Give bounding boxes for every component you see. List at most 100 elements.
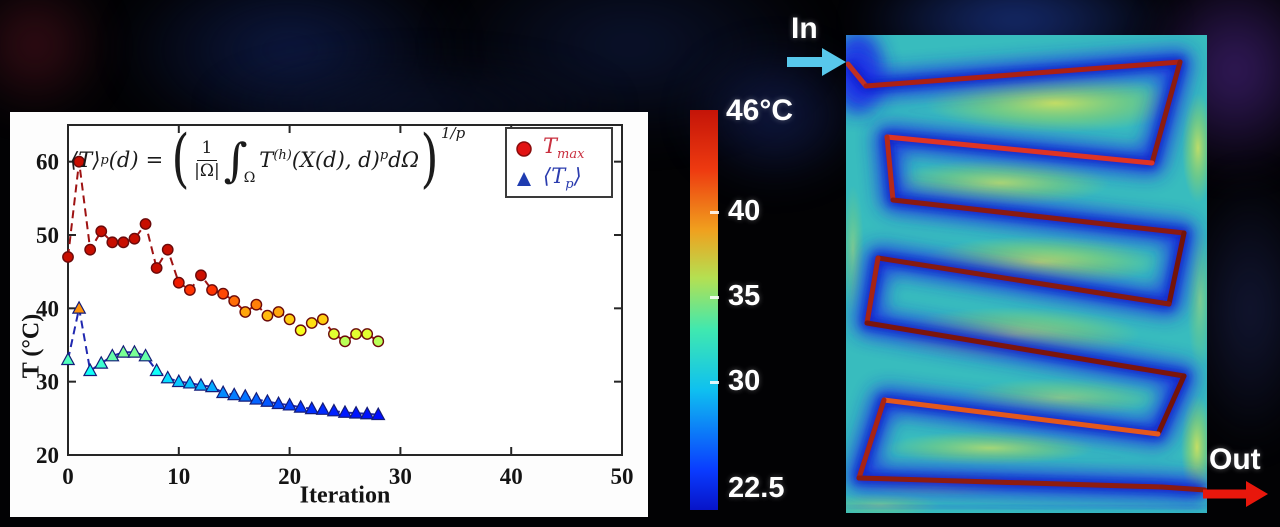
data-point [171,373,187,388]
y-axis-label: T (°C) [18,313,45,379]
cooling-channel-segment [881,397,1161,437]
cooling-channel-segment [884,134,896,203]
data-point [106,236,119,249]
cooling-channel-segment [856,475,1165,490]
x-tick-label: 0 [62,464,74,489]
data-point [293,399,308,413]
warm-region [1181,395,1207,499]
data-point [294,324,307,337]
plot-legend: Tmax ⟨Tp⟩ [505,127,613,199]
warm-region [1182,93,1207,203]
y-tick-label: 20 [36,443,59,468]
data-point [172,276,185,289]
data-point [71,300,87,314]
data-point [193,377,209,391]
warm-region [1187,230,1207,370]
legend-item-tp: ⟨Tp⟩ [516,166,602,191]
cooling-channel-segment [856,397,887,481]
background-wisp [0,0,110,120]
formula-integrand: T(h)(X(d), d)pdΩ [259,148,419,172]
data-point [304,401,319,415]
objective-formula: ⟨T⟩ p (d) = ( 1 |Ω| ∫ Ω T(h)(X(d), d)pdΩ ) 1… [70,122,466,197]
convergence-plot-panel: 0 10 20 30 40 50 20 30 40 50 60 ⟨T⟩ p (d) = ( 1 |Ω| ∫… [10,112,648,517]
outlet-label: Out [1209,443,1261,476]
data-point [371,406,386,421]
data-point [361,328,374,340]
cooling-channel-segment [884,134,1155,166]
data-point [149,362,164,377]
data-point [215,384,231,399]
formula-fraction: 1 |Ω| [194,138,220,181]
data-point [217,287,230,300]
colorbar-tick-mark [710,295,719,299]
data-point [105,348,120,362]
formula-lhs: ⟨T⟩ [70,148,101,172]
inlet-label: In [791,12,818,45]
data-point [228,295,241,307]
cooling-channel-segment [864,320,1187,379]
cooling-channel-segment [890,197,1187,236]
warm-region [885,431,1095,465]
data-point [250,298,263,311]
legend-triangle-marker-icon [517,171,531,186]
data-point [182,375,198,389]
data-point [326,403,342,417]
colorbar-tick-label: 22.5 [728,472,785,504]
data-point [160,370,175,384]
x-tick-label: 10 [167,464,190,489]
data-point [128,232,141,245]
cooling-channel-segment [1159,484,1207,493]
data-point [271,395,286,410]
data-point [305,317,318,329]
data-point [60,351,76,366]
y-tick-label: 50 [36,223,59,248]
temperature-colorbar: 46°C 40 35 30 22.5 [690,94,830,510]
colorbar-tick-label: 30 [728,365,761,398]
temperature-field-heatmap [846,35,1207,513]
cooling-channel-segment [1155,373,1187,437]
data-point [161,243,174,256]
y-tick-label: 60 [36,150,59,175]
data-point [282,397,297,411]
colorbar-tick-label: 35 [728,280,761,313]
data-point [261,309,274,322]
cooling-channel-segment [1166,230,1187,307]
data-point [226,387,242,401]
cooling-channel-segment [863,59,1183,89]
data-point [272,306,285,318]
x-tick-label: 20 [278,464,301,489]
data-point [62,251,74,263]
data-point [328,328,340,340]
data-point [350,328,362,340]
data-point [150,262,163,274]
cooling-channel-segment [875,255,1172,307]
data-point [316,313,329,326]
x-axis-label: Iteration [299,482,391,509]
cooling-channel-segment [1149,59,1183,166]
data-point [138,348,153,362]
data-point [206,284,218,296]
legend-item-tmax: Tmax [516,136,602,161]
data-point [339,335,351,348]
data-point [116,344,131,358]
inlet-arrow-icon [787,48,846,76]
formula-integral: ∫ Ω [223,132,256,187]
cooling-channel-segment [864,255,881,326]
data-point [73,155,85,168]
colorbar-tick-mark [710,210,719,214]
data-point [82,362,98,377]
outlet-arrow-icon [1203,481,1268,507]
data-point [95,225,108,238]
x-tick-label: 30 [389,464,412,489]
colorbar-gradient [690,110,718,510]
legend-circle-marker-icon [516,140,532,157]
data-point [127,344,142,358]
data-point [139,218,152,230]
data-point [195,269,207,282]
colorbar-tick-mark [710,380,719,384]
data-point [348,405,364,419]
y-tick-label: 40 [36,296,59,321]
data-point [260,393,275,407]
data-point [204,379,220,393]
